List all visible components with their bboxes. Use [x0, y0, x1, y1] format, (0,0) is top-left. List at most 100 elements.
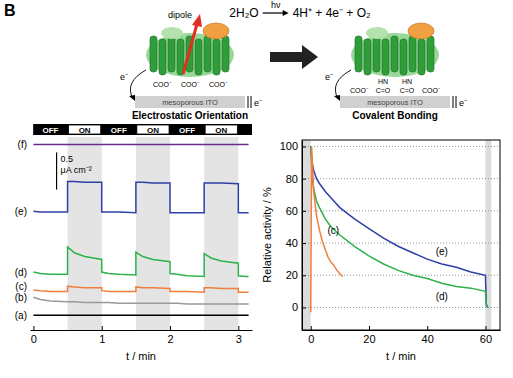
tick-label: 0	[292, 301, 298, 313]
scheme-title: Covalent Bonding	[352, 110, 438, 121]
light-period	[170, 124, 204, 135]
scheme: HNHNCOO⁻C=OC=OCOO⁻mesoporous ITOe⁻e⁻Cova…	[325, 23, 467, 121]
electron-arrow	[130, 70, 146, 99]
grid-line	[302, 307, 500, 308]
electron: e⁻	[254, 98, 262, 108]
helix	[168, 36, 175, 72]
annotation: dipole	[168, 10, 192, 20]
tick: 40	[286, 237, 306, 249]
tick-label: 60	[480, 333, 492, 345]
plot-area	[33, 137, 248, 330]
tick: 20	[286, 269, 306, 281]
series-line	[311, 146, 488, 307]
tick-mark	[302, 243, 306, 244]
protein-body	[351, 33, 439, 77]
light-period	[69, 125, 101, 134]
tick: 0	[292, 301, 306, 313]
helix	[373, 36, 380, 72]
light-on-shade	[136, 137, 170, 330]
scale-bar-label: 0.5μA cm⁻²	[61, 154, 92, 175]
tick-label: 20	[363, 333, 375, 345]
protein-body	[146, 33, 234, 77]
terminal	[453, 96, 454, 108]
helix	[159, 39, 166, 75]
tick-label: 20	[286, 269, 298, 281]
helix	[213, 39, 220, 75]
group: COO⁻	[350, 87, 369, 94]
light-label: ON	[79, 126, 91, 135]
x-axis-title: t / min	[386, 350, 416, 362]
tick: 40	[422, 326, 434, 345]
terminal	[251, 96, 252, 108]
group: C=O	[400, 87, 415, 94]
dipole-arrowhead	[192, 14, 202, 27]
electron: e⁻	[120, 72, 128, 82]
tick-label: 2	[167, 333, 173, 345]
series-line	[311, 146, 343, 312]
light-label: ON	[215, 126, 227, 135]
tick-mark	[102, 326, 103, 330]
plot-area	[302, 140, 500, 330]
light-label: OFF	[42, 126, 58, 135]
tick-label: 100	[280, 140, 298, 152]
scheme-title: Electrostatic Orientation	[132, 110, 248, 121]
tick: 3	[236, 326, 242, 345]
group: COO⁻	[153, 81, 172, 88]
tick-mark	[302, 211, 306, 212]
y-axis-line	[302, 141, 303, 331]
x-axis-title: t / min	[126, 350, 156, 362]
helix	[409, 36, 416, 72]
plot-frame	[302, 140, 500, 330]
series-line	[33, 286, 248, 292]
tick-label: 60	[286, 205, 298, 217]
helix	[222, 36, 229, 72]
tick-label: 80	[286, 173, 298, 185]
electron: e⁻	[459, 98, 467, 108]
light-bar-bg	[33, 124, 252, 135]
tick-mark	[170, 326, 171, 330]
tick: 0	[308, 326, 314, 345]
helix	[364, 39, 371, 75]
series-label: (d)	[436, 291, 448, 302]
grid-line	[302, 146, 500, 147]
tick-mark	[485, 326, 486, 330]
helix	[355, 36, 362, 72]
tick-mark	[33, 326, 34, 330]
linker: HN	[402, 78, 412, 85]
group: C=O	[376, 87, 391, 94]
scheme: dipoleCOO⁻COO⁻COO⁻mesoporous ITOe⁻e⁻Elec…	[120, 10, 262, 121]
helix	[150, 36, 157, 72]
protein-subunit	[408, 23, 434, 39]
reactants: 2H₂O	[229, 6, 258, 20]
tick-label: 3	[236, 333, 242, 345]
series-label: (e)	[15, 206, 27, 217]
helix	[195, 39, 202, 75]
terminal	[248, 96, 249, 108]
protein-top	[161, 27, 183, 39]
series-line	[33, 182, 248, 213]
dipole-arrow	[183, 24, 197, 74]
light-label: OFF	[111, 126, 127, 135]
light-on-shade	[204, 137, 238, 330]
x-axis: 0 20 40 60	[303, 326, 501, 345]
tick-mark	[302, 307, 306, 308]
series-label: (a)	[15, 310, 27, 321]
x-axis: 0 1 2 3	[31, 326, 253, 345]
tick: 0	[31, 326, 37, 345]
series-line	[311, 146, 488, 307]
tick: 60	[286, 205, 306, 217]
light-period	[102, 124, 136, 135]
tick-mark	[369, 326, 370, 330]
series-label: (d)	[15, 267, 27, 278]
tick-label: 1	[99, 333, 105, 345]
tick-mark	[311, 326, 312, 330]
protein-top	[366, 27, 388, 39]
electron-arrowhead	[129, 95, 135, 101]
series-label: (c)	[15, 281, 27, 292]
series-line	[33, 297, 248, 304]
linker: HN	[378, 78, 388, 85]
tick-label: 40	[286, 237, 298, 249]
x-axis-line	[303, 330, 501, 331]
electrode	[340, 96, 450, 108]
series-label: (f)	[18, 139, 27, 150]
